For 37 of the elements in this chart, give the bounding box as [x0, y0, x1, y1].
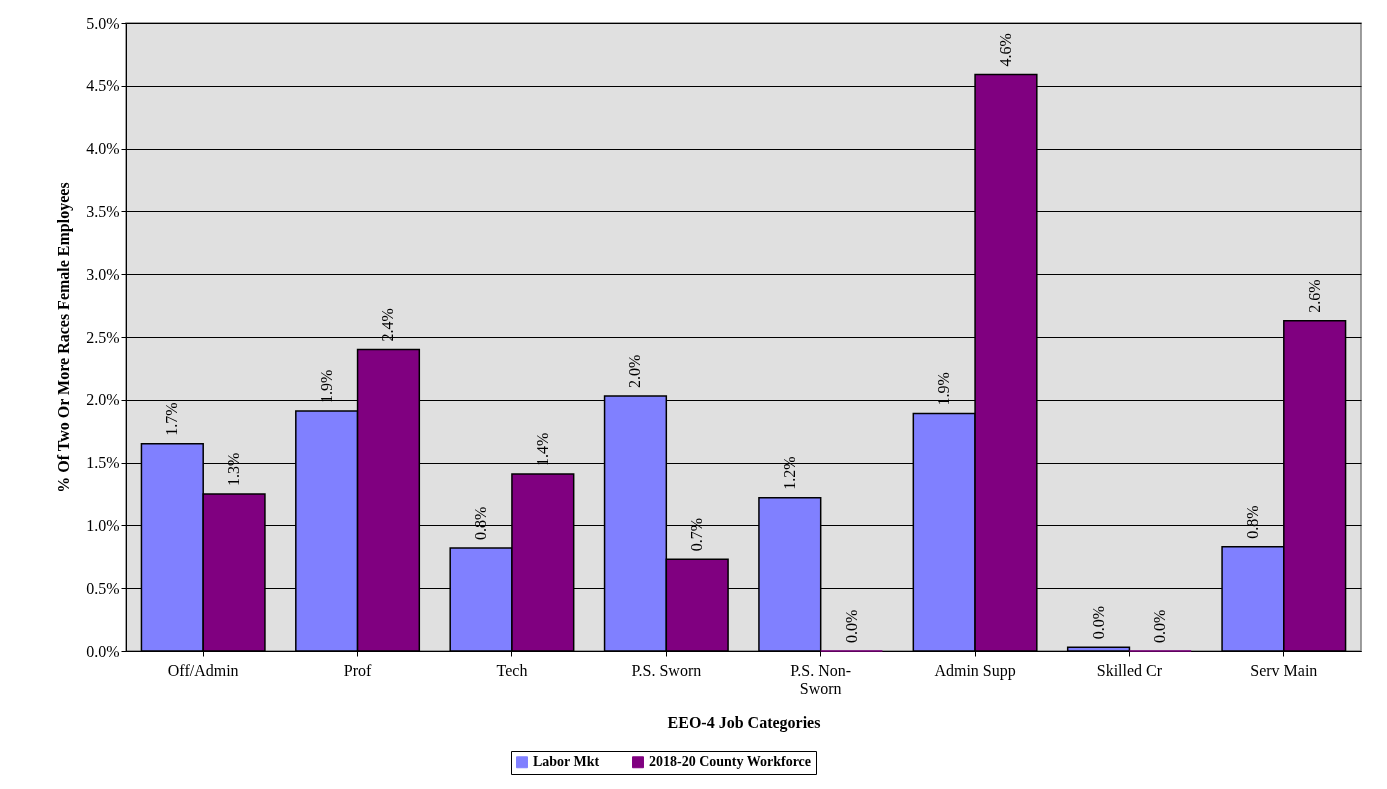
data-label: 0.7% [688, 517, 706, 552]
x-tick-label: Tech [496, 661, 528, 679]
data-label: 4.6% [996, 33, 1014, 67]
x-tick-label: Serv Main [1250, 661, 1318, 679]
data-label: 2.0% [626, 354, 644, 389]
data-label: 2.6% [1305, 279, 1323, 313]
x-tick-label: Off/Admin [167, 661, 239, 679]
x-tick-label: Prof [343, 661, 373, 679]
data-label: 0.0% [1089, 605, 1107, 640]
legend-label: Labor Mkt [533, 754, 600, 770]
data-label: 0.0% [1151, 609, 1169, 643]
y-tick-label: 3.5% [86, 202, 120, 220]
y-tick-label: 1.0% [86, 516, 120, 534]
y-tick-label: 1.5% [86, 454, 120, 472]
y-tick-label: 3.0% [86, 265, 120, 283]
data-label: 1.2% [780, 456, 798, 490]
data-label: 1.9% [935, 372, 953, 406]
data-label: 1.4% [533, 432, 551, 466]
y-tick-label: 2.0% [86, 391, 120, 409]
x-tick-label: Admin Supp [934, 661, 1016, 680]
x-tick-label: P.S. Sworn [631, 661, 702, 679]
y-tick-label: 4.5% [86, 77, 120, 95]
y-axis-title: % Of Two Or More Races Female Employees [55, 182, 74, 493]
data-label: 2.4% [379, 308, 397, 342]
data-label: 0.0% [842, 609, 860, 643]
data-label: 1.7% [163, 402, 181, 436]
data-label: 1.3% [225, 452, 243, 486]
y-tick-label: 5.0% [86, 14, 120, 32]
y-tick-label: 2.5% [86, 328, 120, 346]
data-label: 1.9% [317, 369, 335, 404]
x-tick-label: P.S. Non-Sworn [790, 661, 852, 697]
x-tick-label: Skilled Cr [1096, 661, 1163, 679]
legend-label: 2018-20 County Workforce [649, 754, 812, 770]
x-axis-title: EEO-4 Job Categories [667, 713, 821, 732]
y-tick-label: 0.5% [86, 579, 120, 597]
y-tick-label: 0.0% [86, 642, 120, 660]
y-tick-label: 4.0% [86, 140, 120, 158]
